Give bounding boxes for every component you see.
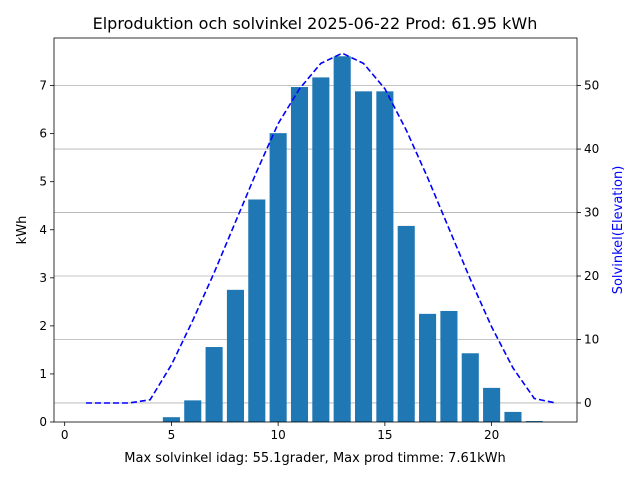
y-axis-label: kWh [15,216,30,245]
y-tick-label: 0 [39,415,47,429]
bar [184,400,202,422]
y2-tick-label: 20 [584,269,599,283]
x-tick-label: 20 [484,428,499,442]
bar [376,91,394,422]
bar [525,421,543,422]
y-axis-ticks: 0 1 2 3 4 5 6 7 [39,79,54,429]
y2-axis-ticks: 0 10 20 30 40 50 [577,79,599,410]
y-tick-label: 1 [39,367,47,381]
x-axis-ticks: 0 5 10 15 20 [61,422,499,442]
bar [205,347,223,422]
y-tick-label: 2 [39,319,47,333]
bar [504,411,522,422]
bar [290,87,309,423]
x-axis-label: Max solvinkel idag: 55.1grader, Max prod… [124,451,505,466]
bar [312,77,330,422]
x-tick-label: 10 [271,428,286,442]
bar [226,289,244,422]
y2-tick-label: 10 [584,332,599,346]
bar-series [162,56,543,423]
elevation-line [86,52,556,404]
bar [162,417,180,422]
bar [419,313,437,422]
y-tick-label: 3 [39,271,47,285]
bar [483,387,501,422]
y2-tick-label: 50 [584,79,599,93]
bar [397,225,415,422]
bar [269,133,287,423]
bar [354,91,373,422]
y2-tick-label: 40 [584,142,599,156]
bar [440,310,458,422]
elevation-line-series [86,52,556,404]
bar [333,56,351,423]
y2-tick-label: 30 [584,206,599,220]
x-tick-label: 0 [61,428,69,442]
y2-axis-label: Solvinkel(Elevation) [611,166,626,295]
x-tick-label: 15 [377,428,392,442]
bar [248,199,266,422]
y-tick-label: 7 [39,79,47,93]
y-tick-label: 4 [39,223,47,237]
y-tick-label: 6 [39,127,47,141]
chart-title: Elproduktion och solvinkel 2025-06-22 Pr… [93,14,538,33]
bar [461,353,479,422]
y2-tick-label: 0 [584,396,592,410]
x-tick-label: 5 [168,428,176,442]
y-tick-label: 5 [39,175,47,189]
